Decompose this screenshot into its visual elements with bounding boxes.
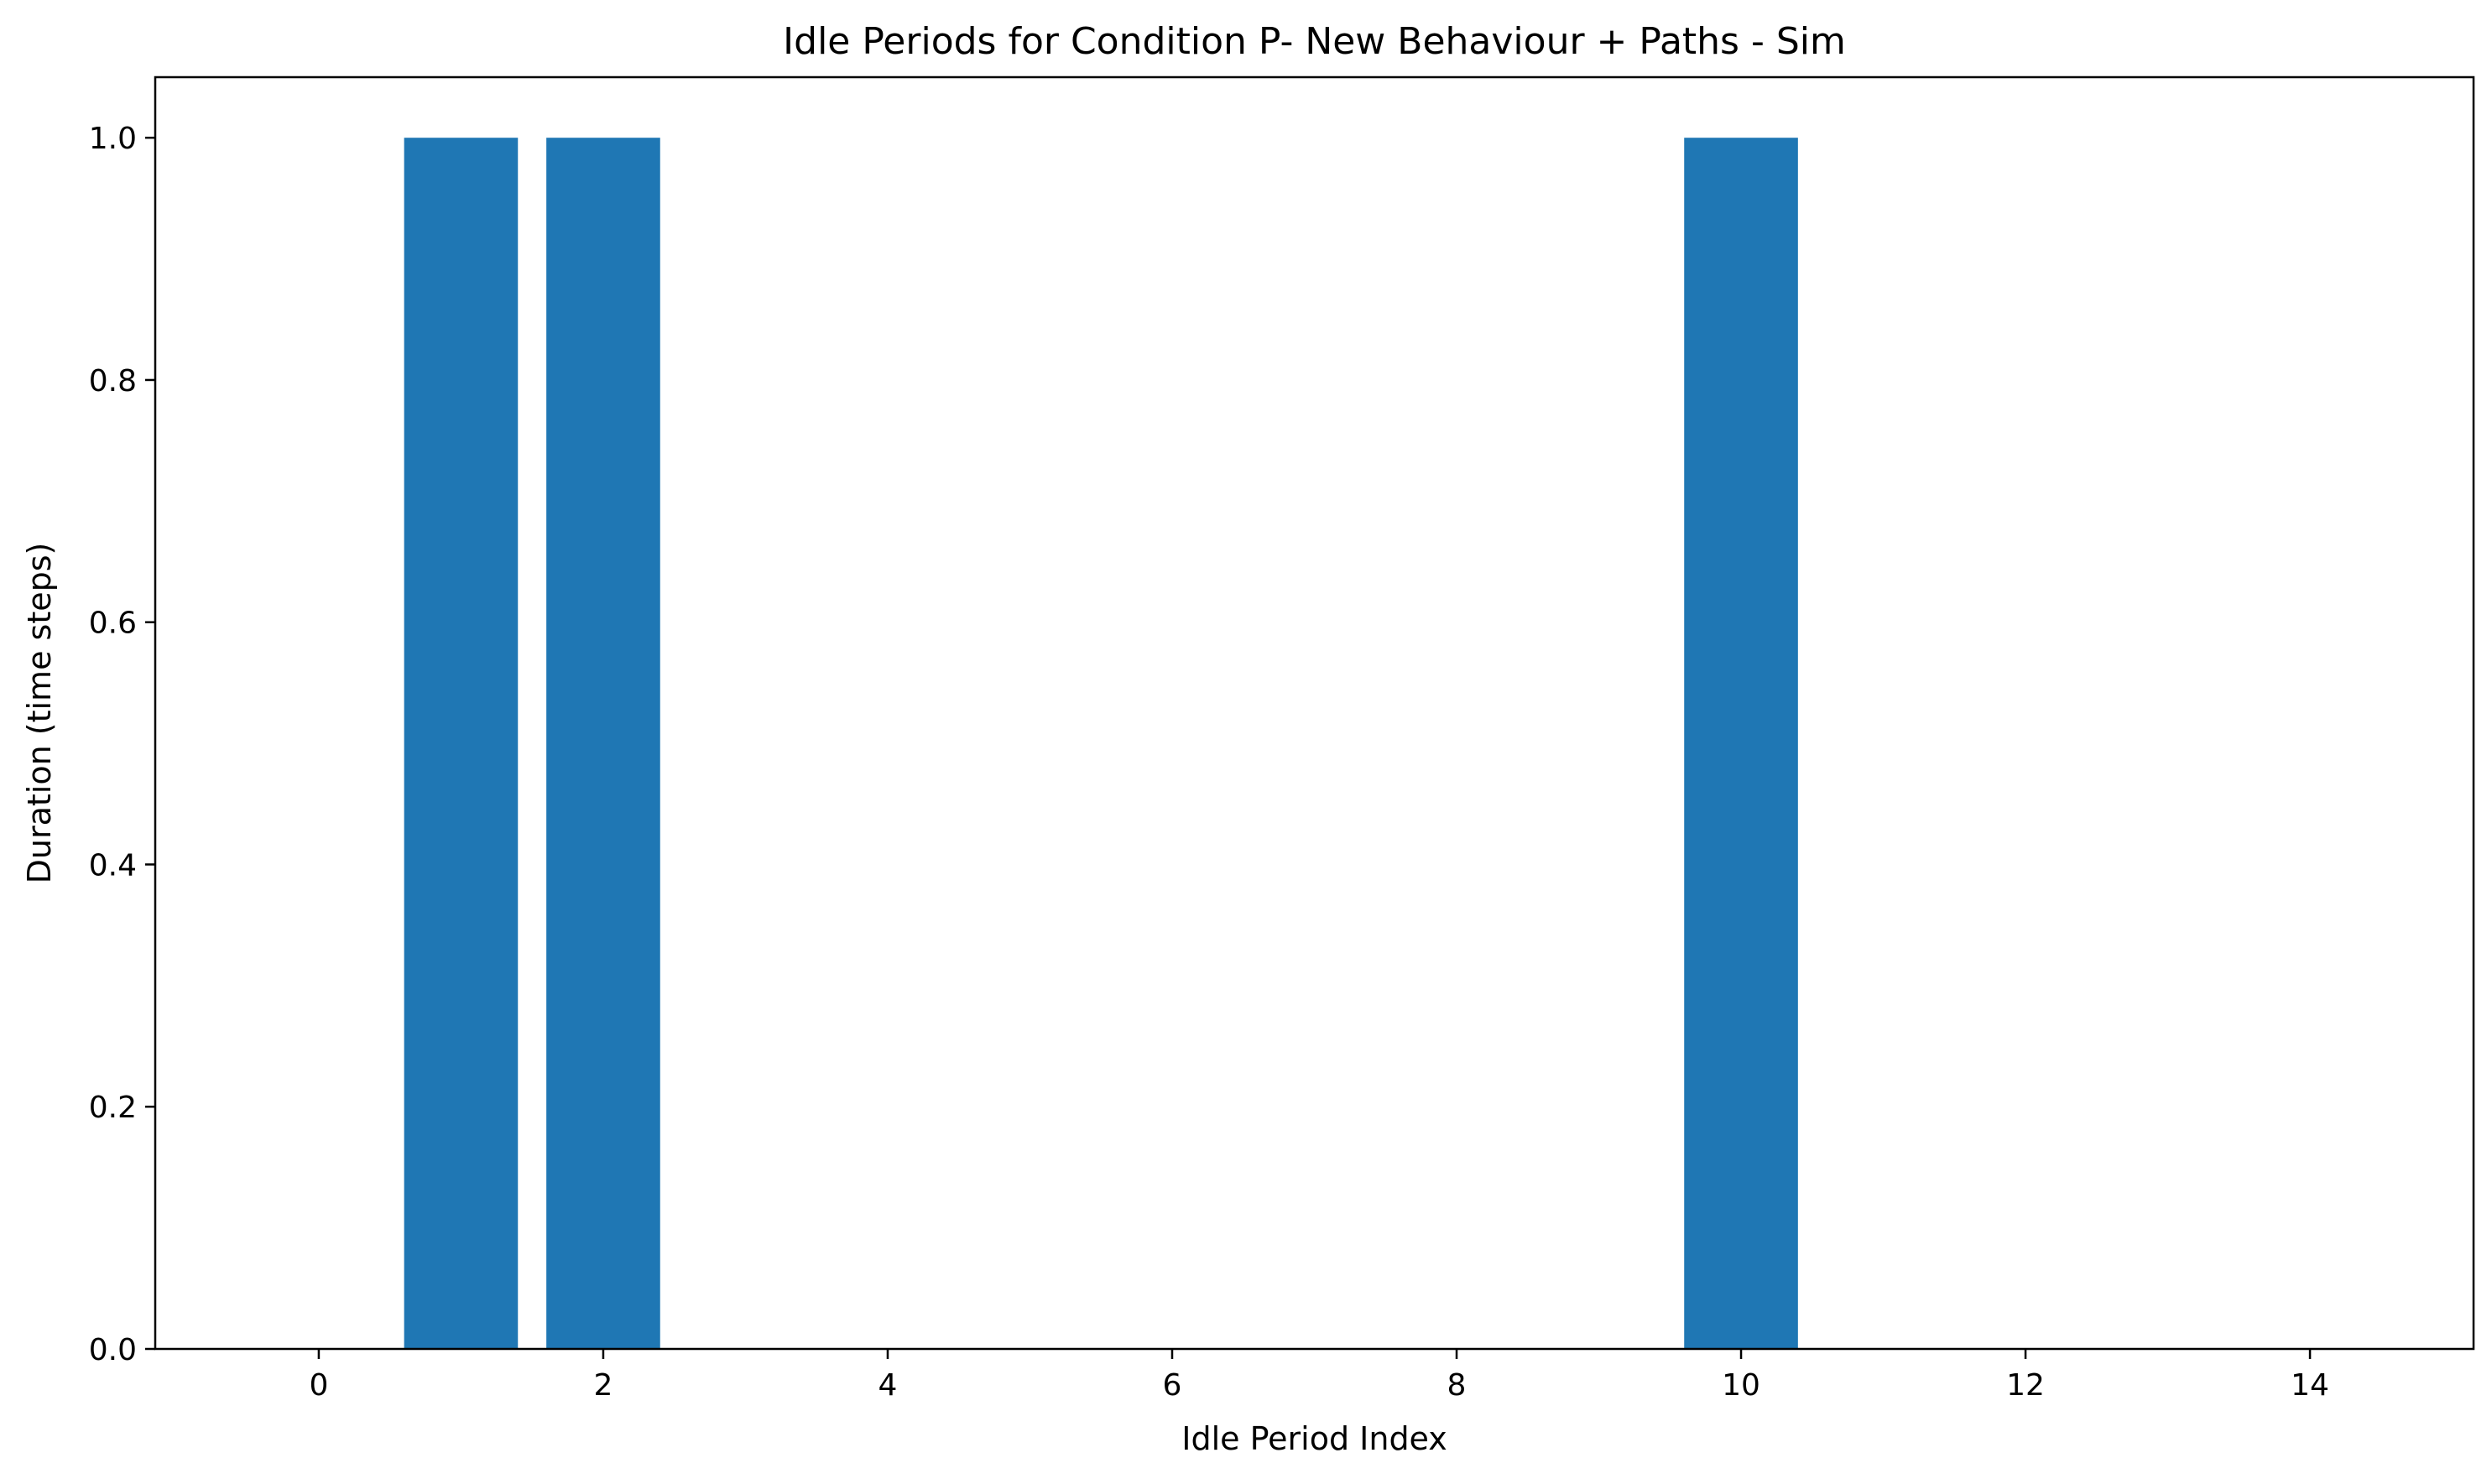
bar-1	[404, 138, 519, 1350]
x-tick-label: 4	[878, 1368, 898, 1403]
y-tick-label: 0.8	[89, 364, 137, 398]
bar-10	[1684, 138, 1798, 1350]
bar-2	[546, 138, 660, 1350]
x-tick-label: 0	[309, 1368, 328, 1403]
y-tick-label: 1.0	[89, 122, 137, 156]
bars-layer	[404, 138, 1798, 1350]
ticks-layer: 0 2 4 6 8 10 12 14 0.0 0.2 0.4 0.6 0.8 1.0	[89, 122, 2329, 1403]
y-tick-label: 0.2	[89, 1091, 137, 1125]
plot-frame	[154, 76, 2475, 1351]
y-tick-label: 0.6	[89, 607, 137, 641]
x-tick-label: 6	[1163, 1368, 1182, 1403]
x-tick-label: 8	[1447, 1368, 1467, 1403]
y-tick-label: 0.4	[89, 848, 137, 883]
chart-title: Idle Periods for Condition P- New Behavi…	[783, 20, 1846, 63]
y-tick-label: 0.0	[89, 1333, 137, 1367]
x-tick-label: 12	[2006, 1368, 2045, 1403]
x-tick-label: 14	[2291, 1368, 2329, 1403]
y-axis-label: Duration (time steps)	[21, 543, 58, 884]
x-axis-label: Idle Period Index	[1181, 1420, 1447, 1457]
x-tick-label: 2	[594, 1368, 613, 1403]
x-tick-label: 10	[1722, 1368, 1760, 1403]
